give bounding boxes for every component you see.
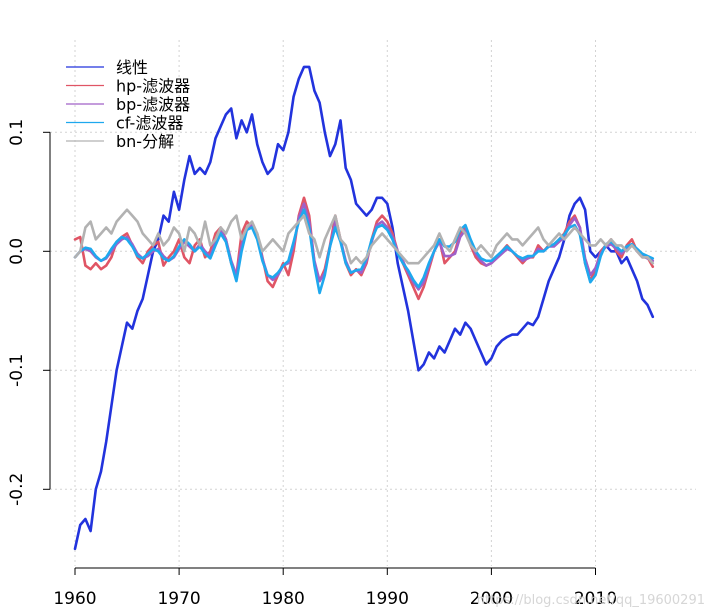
series-lines — [73, 65, 655, 551]
x-tick-label: 2000 — [470, 589, 513, 609]
series-line-4 — [73, 208, 655, 295]
legend-label: bn-分解 — [116, 132, 174, 151]
x-tick-label: 1980 — [262, 589, 305, 609]
series-line-3 — [73, 202, 655, 291]
x-tick-label: 1990 — [366, 589, 409, 609]
series-line-1 — [73, 65, 655, 551]
legend-label: cf-滤波器 — [116, 114, 183, 133]
x-tick-label: 1960 — [53, 589, 96, 609]
series-line-5 — [73, 208, 655, 265]
y-tick-label: 0.0 — [7, 238, 27, 265]
legend-label: 线性 — [116, 58, 148, 77]
x-tick-label: 2010 — [574, 589, 617, 609]
watermark: https://blog.csdn.net/qq_19600291 — [476, 593, 705, 608]
legend-label: hp-滤波器 — [116, 77, 190, 96]
y-axis: -0.2 -0.1 0.0 0.1 — [7, 119, 51, 506]
y-tick-label: 0.1 — [7, 119, 27, 146]
y-tick-label: -0.2 — [7, 473, 27, 506]
x-tick-label: 1970 — [157, 589, 200, 609]
y-tick-label: -0.1 — [7, 354, 27, 387]
legend-label: bp-滤波器 — [116, 95, 190, 114]
x-axis: 1960 1970 1980 1990 2000 2010 — [53, 567, 617, 609]
